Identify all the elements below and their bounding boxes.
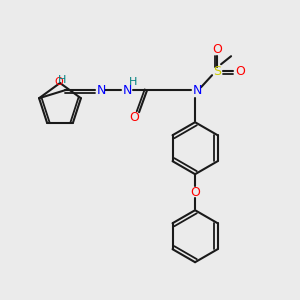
Text: N: N — [96, 84, 106, 97]
Text: O: O — [212, 43, 222, 56]
Text: N: N — [122, 84, 132, 97]
Text: O: O — [55, 77, 63, 87]
Text: N: N — [192, 84, 202, 97]
Text: H: H — [58, 75, 66, 85]
Text: O: O — [129, 111, 139, 124]
Text: S: S — [213, 65, 221, 78]
Text: H: H — [129, 77, 137, 87]
Text: O: O — [190, 186, 200, 199]
Text: O: O — [235, 65, 245, 78]
